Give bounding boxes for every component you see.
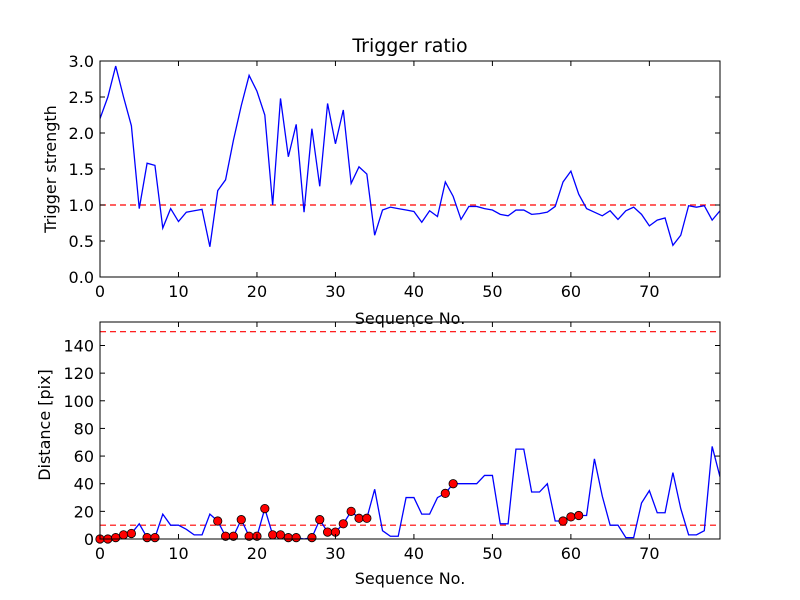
y-axis-label: Distance [pix] [35,369,54,481]
y-tick-label: 0 [84,530,94,549]
data-point [142,533,152,543]
chart-title: Trigger ratio [351,35,467,57]
distance-chart: Sequence No. Distance [pix] 0 10 20 30 40 50 6… [35,321,721,588]
plot-area [100,65,720,247]
x-tick-label: 40 [404,544,424,563]
data-point [448,479,458,489]
x-tick-label: 70 [639,544,659,563]
y-tick-label: 3.0 [69,52,94,71]
data-point [213,516,223,526]
data-point [346,506,356,516]
x-tick-label: 20 [247,544,267,563]
x-tick-label: 50 [482,282,502,301]
x-tick-label: 0 [95,544,105,563]
x-tick-label: 70 [639,282,659,301]
plot-area [95,331,720,544]
x-tick-label: 60 [561,544,581,563]
y-tick-label: 100 [63,392,94,411]
y-tick-label: 120 [63,364,94,383]
y-tick-label: 20 [74,502,94,521]
y-axis-label: Trigger strength [41,105,60,234]
data-point [228,531,239,541]
axes-frame [99,321,721,540]
data-point [558,516,568,526]
data-point [126,528,136,539]
series-line [100,446,720,539]
data-point [354,513,364,523]
x-tick-label: 30 [325,282,345,301]
data-point [315,515,325,525]
x-tick-label: 60 [561,282,581,301]
data-point [566,512,576,522]
y-tick-label: 60 [74,447,94,466]
y-tick-label: 1.0 [69,196,94,215]
y-tick-label: 40 [74,475,94,494]
x-tick-label: 0 [95,282,105,301]
plot-content [100,331,720,539]
data-point [440,488,450,498]
plot-content [100,65,720,247]
data-point [291,533,301,543]
data-point [307,533,317,543]
data-point [111,533,121,543]
data-point [574,510,584,521]
y-tick-label: 2.5 [69,88,94,107]
x-tick-label: 50 [482,544,502,563]
y-tick-label: 2.0 [69,124,94,143]
y-tick-label: 0.5 [69,232,94,251]
y-tick-label: 0.0 [69,268,94,287]
x-axis-label: Sequence No. [355,309,466,328]
x-tick-label: 10 [168,544,188,563]
y-tick-label: 1.5 [69,160,94,179]
axes-frame [99,60,721,278]
data-point [283,533,293,543]
series-line [100,65,720,247]
x-tick-label: 20 [247,282,267,301]
data-point [150,533,160,543]
data-point [338,519,348,529]
data-point [118,530,129,540]
x-tick-label: 30 [325,544,345,563]
y-tick-label: 140 [63,336,94,355]
data-point [268,530,278,540]
data-point [362,513,372,523]
y-tick-label: 80 [74,419,94,438]
x-tick-label: 10 [168,282,188,301]
x-tick-label: 40 [404,282,424,301]
data-point [322,527,333,537]
tick-marks [99,322,720,540]
data-point [275,530,286,540]
x-axis-label: Sequence No. [355,569,466,588]
trigger-ratio-chart: Trigger ratio Sequence No. Trigger stren… [41,35,721,328]
data-point [236,515,246,525]
data-point [260,503,270,514]
